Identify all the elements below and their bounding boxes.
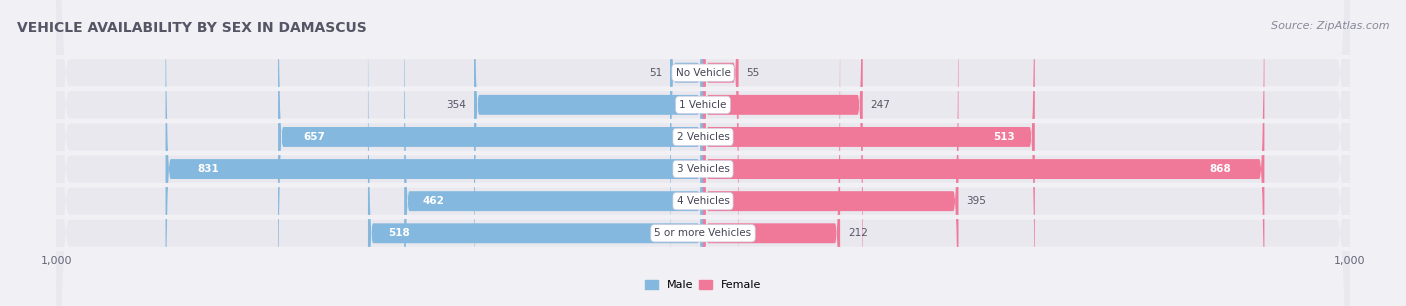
Text: 5 or more Vehicles: 5 or more Vehicles — [654, 228, 752, 238]
FancyBboxPatch shape — [56, 0, 1350, 306]
Text: 831: 831 — [198, 164, 219, 174]
Text: 2 Vehicles: 2 Vehicles — [676, 132, 730, 142]
FancyBboxPatch shape — [474, 0, 703, 306]
FancyBboxPatch shape — [671, 0, 703, 306]
FancyBboxPatch shape — [278, 0, 703, 306]
FancyBboxPatch shape — [703, 0, 863, 306]
Text: 518: 518 — [388, 228, 409, 238]
Text: No Vehicle: No Vehicle — [675, 68, 731, 78]
Text: 3 Vehicles: 3 Vehicles — [676, 164, 730, 174]
Text: 1 Vehicle: 1 Vehicle — [679, 100, 727, 110]
Text: 354: 354 — [447, 100, 467, 110]
FancyBboxPatch shape — [703, 0, 1264, 306]
FancyBboxPatch shape — [56, 0, 1350, 306]
Text: 55: 55 — [747, 68, 759, 78]
Text: 247: 247 — [870, 100, 890, 110]
FancyBboxPatch shape — [703, 0, 959, 306]
FancyBboxPatch shape — [56, 0, 1350, 306]
FancyBboxPatch shape — [703, 0, 738, 306]
Text: Source: ZipAtlas.com: Source: ZipAtlas.com — [1271, 21, 1389, 32]
FancyBboxPatch shape — [56, 0, 1350, 306]
Text: 657: 657 — [304, 132, 325, 142]
FancyBboxPatch shape — [703, 0, 841, 306]
Legend: Male, Female: Male, Female — [644, 280, 762, 290]
FancyBboxPatch shape — [368, 0, 703, 306]
Text: 51: 51 — [650, 68, 662, 78]
Text: 395: 395 — [966, 196, 986, 206]
Text: 868: 868 — [1209, 164, 1230, 174]
FancyBboxPatch shape — [56, 0, 1350, 306]
Text: 513: 513 — [993, 132, 1015, 142]
FancyBboxPatch shape — [56, 0, 1350, 306]
Text: 212: 212 — [848, 228, 868, 238]
Text: 462: 462 — [422, 196, 444, 206]
FancyBboxPatch shape — [703, 0, 1035, 306]
Text: VEHICLE AVAILABILITY BY SEX IN DAMASCUS: VEHICLE AVAILABILITY BY SEX IN DAMASCUS — [17, 21, 367, 35]
Text: 4 Vehicles: 4 Vehicles — [676, 196, 730, 206]
FancyBboxPatch shape — [404, 0, 703, 306]
FancyBboxPatch shape — [166, 0, 703, 306]
